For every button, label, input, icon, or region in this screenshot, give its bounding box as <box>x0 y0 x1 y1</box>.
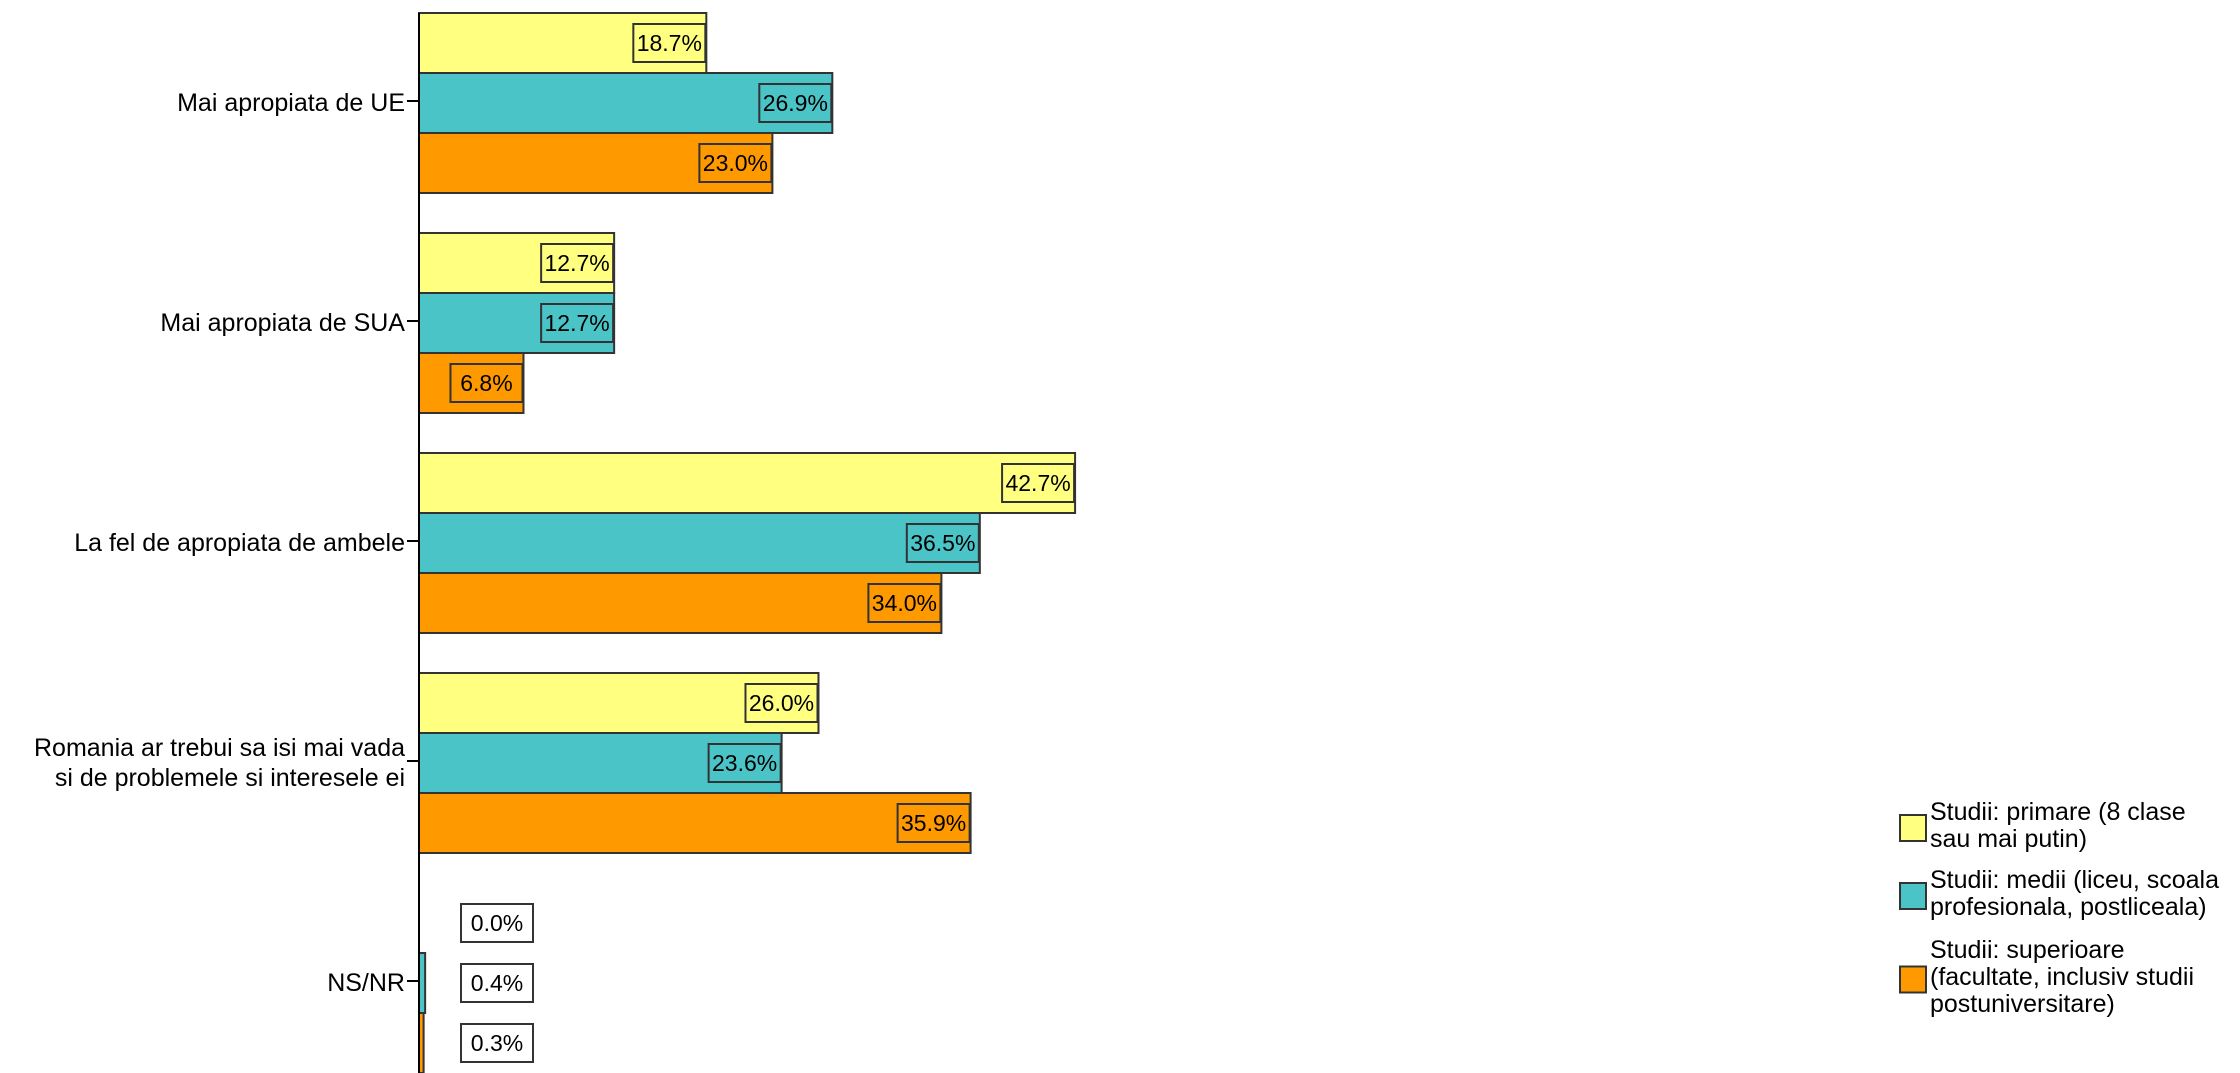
category-label: NS/NR <box>327 969 405 997</box>
data-label-text: 18.7% <box>637 30 702 56</box>
data-label: 23.0% <box>698 143 773 183</box>
data-label-text: 6.8% <box>460 370 512 396</box>
data-label-text: 35.9% <box>901 810 966 836</box>
data-label-text: 34.0% <box>872 590 937 616</box>
data-label-text: 12.7% <box>545 310 610 336</box>
data-label: 12.7% <box>540 243 615 283</box>
category-label: Mai apropiata de SUA <box>160 309 405 337</box>
category-label: si de problemele si interesele ei <box>55 764 405 792</box>
legend-label: sau mai putin) <box>1930 825 2087 853</box>
category-label: Romania ar trebui sa isi mai vada <box>34 734 405 762</box>
bar <box>418 452 1077 514</box>
legend-label: postuniversitare) <box>1930 990 2115 1018</box>
data-label-text: 23.0% <box>703 150 768 176</box>
y-axis: Mai apropiata de UE Mai apropiata de SUA L… <box>34 13 420 1073</box>
data-label: 42.7% <box>1001 463 1076 503</box>
data-label-text: 26.9% <box>763 90 828 116</box>
bar <box>418 512 981 574</box>
data-label: 6.8% <box>449 363 524 403</box>
legend-label: Studii: primare (8 clase <box>1930 798 2186 826</box>
data-label: 35.9% <box>896 803 971 843</box>
data-label-text: 0.3% <box>471 1030 523 1056</box>
data-label: 26.9% <box>758 83 833 123</box>
data-label: 26.0% <box>744 683 819 723</box>
bars-layer: 18.7% 12.7% 42.7% 26.0% 0.0% 26.9% 12.7% 36.5% 2… <box>418 12 1077 1073</box>
category-label: La fel de apropiata de ambele <box>74 529 405 557</box>
legend-label: Studii: medii (liceu, scoala <box>1930 866 2219 894</box>
data-label: 34.0% <box>867 583 942 623</box>
data-label-text: 26.0% <box>749 690 814 716</box>
data-label: 18.7% <box>632 23 707 63</box>
data-label-text: 0.0% <box>471 910 523 936</box>
bar <box>418 792 972 854</box>
data-label: 36.5% <box>905 523 980 563</box>
data-label-text: 23.6% <box>712 750 777 776</box>
data-label: 23.6% <box>707 743 782 783</box>
legend-swatch <box>1899 882 1927 910</box>
legend-label: (facultate, inclusiv studii <box>1930 963 2194 991</box>
legend-label: Studii: superioare <box>1930 936 2125 964</box>
bar <box>418 572 943 634</box>
legend-item: Studii: medii (liceu, scoalaprofesionala… <box>1899 866 2219 921</box>
legend-swatch <box>1899 814 1927 842</box>
data-label-text: 36.5% <box>910 530 975 556</box>
data-label: 0.4% <box>460 963 534 1003</box>
data-label: 0.3% <box>460 1023 534 1063</box>
data-label: 0.0% <box>460 903 534 943</box>
category-label: Mai apropiata de UE <box>177 89 405 117</box>
data-label-text: 0.4% <box>471 970 523 996</box>
data-label: 12.7% <box>540 303 615 343</box>
data-label-text: 12.7% <box>545 250 610 276</box>
legend-label: profesionala, postliceala) <box>1930 893 2207 921</box>
data-label-text: 42.7% <box>1005 470 1070 496</box>
legend-item: Studii: superioare(facultate, inclusiv s… <box>1899 936 2194 1018</box>
legend-swatch <box>1899 965 1927 994</box>
